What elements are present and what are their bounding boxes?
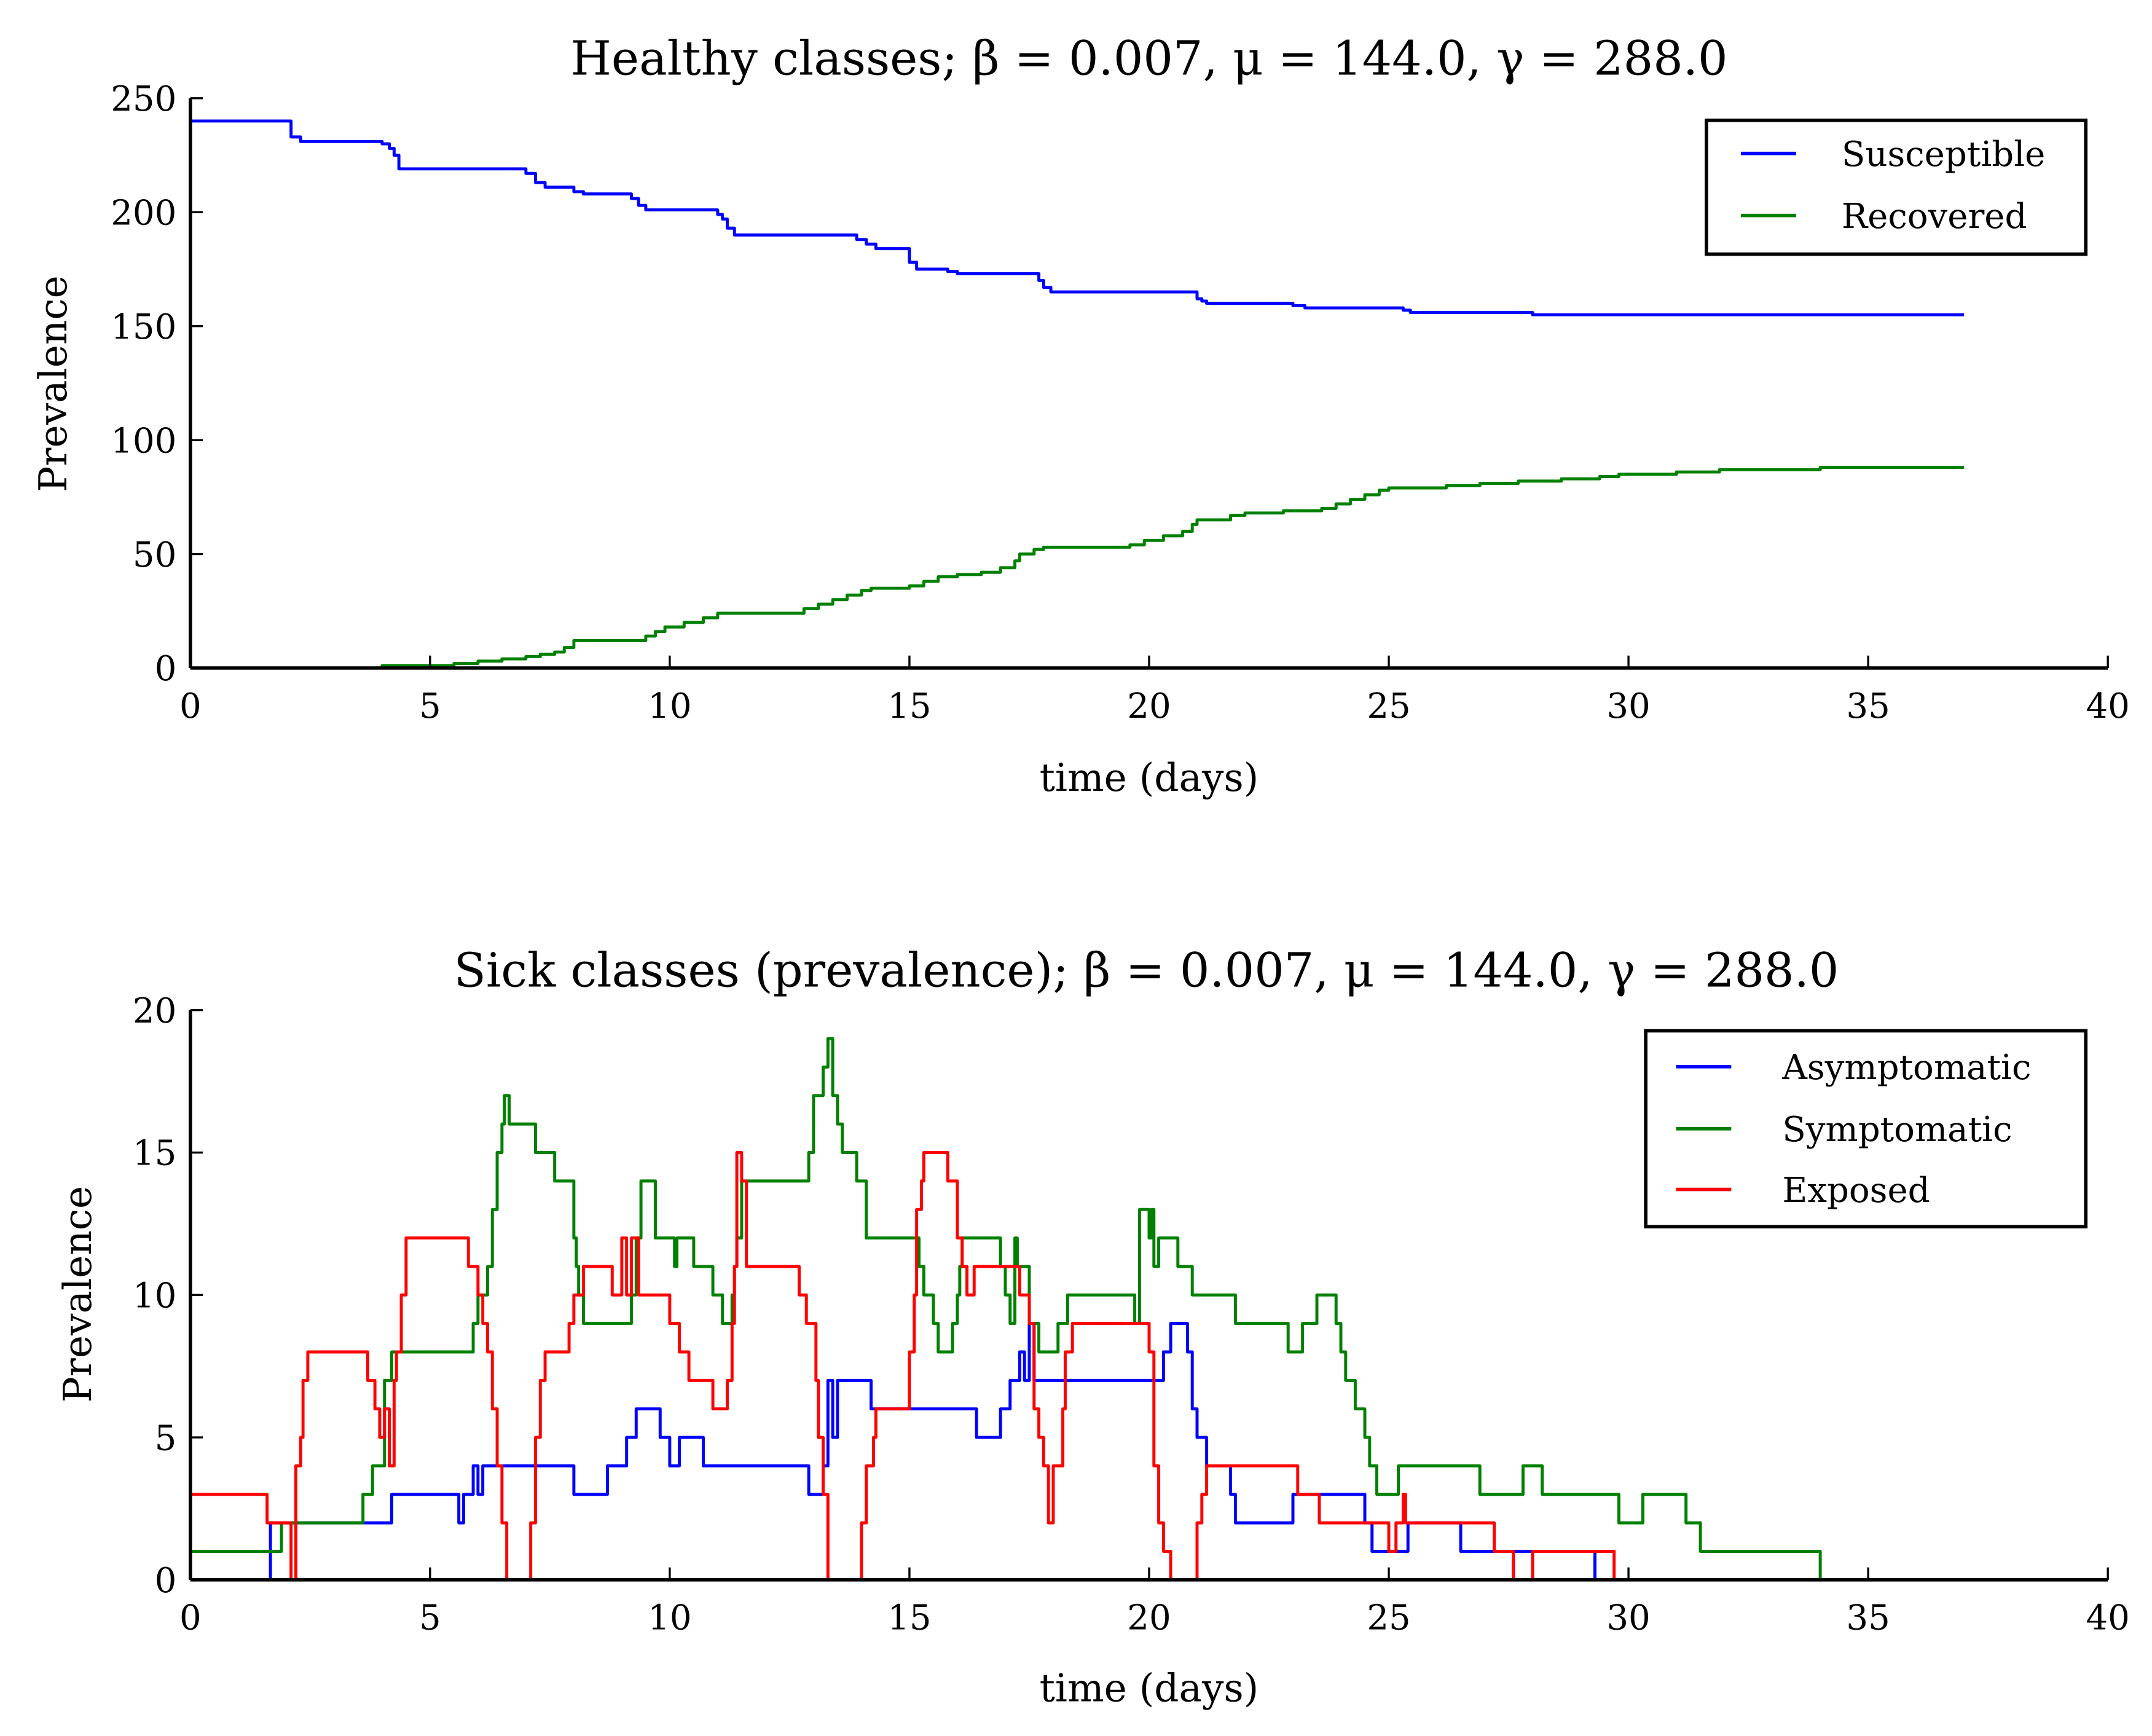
y-tick-label: 0 (155, 649, 177, 689)
chart-title: Sick classes (prevalence); β = 0.007, μ … (454, 943, 1839, 998)
series-line-recovered (190, 466, 1965, 670)
y-tick-label: 0 (155, 1561, 177, 1601)
series-line-exposed (190, 1151, 1965, 1582)
x-tick-label: 5 (419, 686, 441, 726)
x-tick-label: 20 (1127, 1598, 1171, 1638)
x-tick-label: 30 (1606, 686, 1650, 726)
x-tick-label: 40 (2086, 686, 2129, 726)
y-tick-label: 100 (111, 421, 176, 461)
legend-label-susceptible: Susceptible (1842, 135, 2045, 175)
y-tick-label: 50 (133, 535, 176, 575)
x-tick-label: 40 (2086, 1598, 2129, 1638)
x-tick-label: 5 (419, 1598, 441, 1638)
plot-area: 0 5 10 15 20 25 30 35 40 0 5 10 15 20 (133, 991, 2130, 1638)
y-axis-label: Prevalence (31, 275, 76, 492)
x-tick-label: 10 (648, 1598, 691, 1638)
x-axis-label: time (days) (1040, 755, 1259, 800)
series-line-asymptomatic (190, 1322, 1965, 1582)
x-tick-label: 20 (1127, 686, 1171, 726)
x-tick-label: 25 (1367, 1598, 1410, 1638)
x-tick-label: 15 (887, 686, 931, 726)
x-tick-label: 10 (648, 686, 691, 726)
healthy-classes-chart: Healthy classes; β = 0.007, μ = 144.0, γ… (31, 31, 2130, 800)
legend: Asymptomatic Symptomatic Exposed (1644, 1029, 2088, 1228)
plot-area: 0 5 10 15 20 25 30 35 40 0 50 100 150 200 250 (111, 79, 2130, 726)
y-tick-label: 20 (133, 991, 176, 1031)
x-tick-label: 0 (179, 686, 202, 726)
x-tick-label: 30 (1606, 1598, 1650, 1638)
chart-title: Healthy classes; β = 0.007, μ = 144.0, γ… (570, 31, 1727, 86)
series-line-symptomatic (190, 1037, 1965, 1582)
y-tick-label: 5 (155, 1418, 177, 1458)
legend-label-asymptomatic: Asymptomatic (1781, 1048, 2031, 1088)
y-tick-label: 10 (133, 1276, 176, 1316)
x-tick-label: 25 (1367, 686, 1410, 726)
y-tick-label: 250 (111, 79, 176, 119)
y-tick-label: 200 (111, 193, 176, 233)
legend: Susceptible Recovered (1705, 118, 2088, 256)
x-axis-label: time (days) (1040, 1665, 1259, 1710)
series-line-susceptible (190, 119, 1965, 316)
sick-classes-chart: Sick classes (prevalence); β = 0.007, μ … (55, 943, 2130, 1711)
x-tick-label: 35 (1846, 1598, 1890, 1638)
x-tick-label: 0 (179, 1598, 202, 1638)
legend-label-symptomatic: Symptomatic (1782, 1110, 2012, 1150)
x-tick-label: 15 (887, 1598, 931, 1638)
legend-label-recovered: Recovered (1842, 197, 2027, 237)
legend-box (1705, 118, 2088, 256)
y-axis-label: Prevalence (55, 1186, 100, 1403)
y-tick-label: 15 (133, 1134, 176, 1174)
y-tick-label: 150 (111, 307, 176, 347)
x-tick-label: 35 (1846, 686, 1890, 726)
legend-label-exposed: Exposed (1782, 1171, 1930, 1211)
